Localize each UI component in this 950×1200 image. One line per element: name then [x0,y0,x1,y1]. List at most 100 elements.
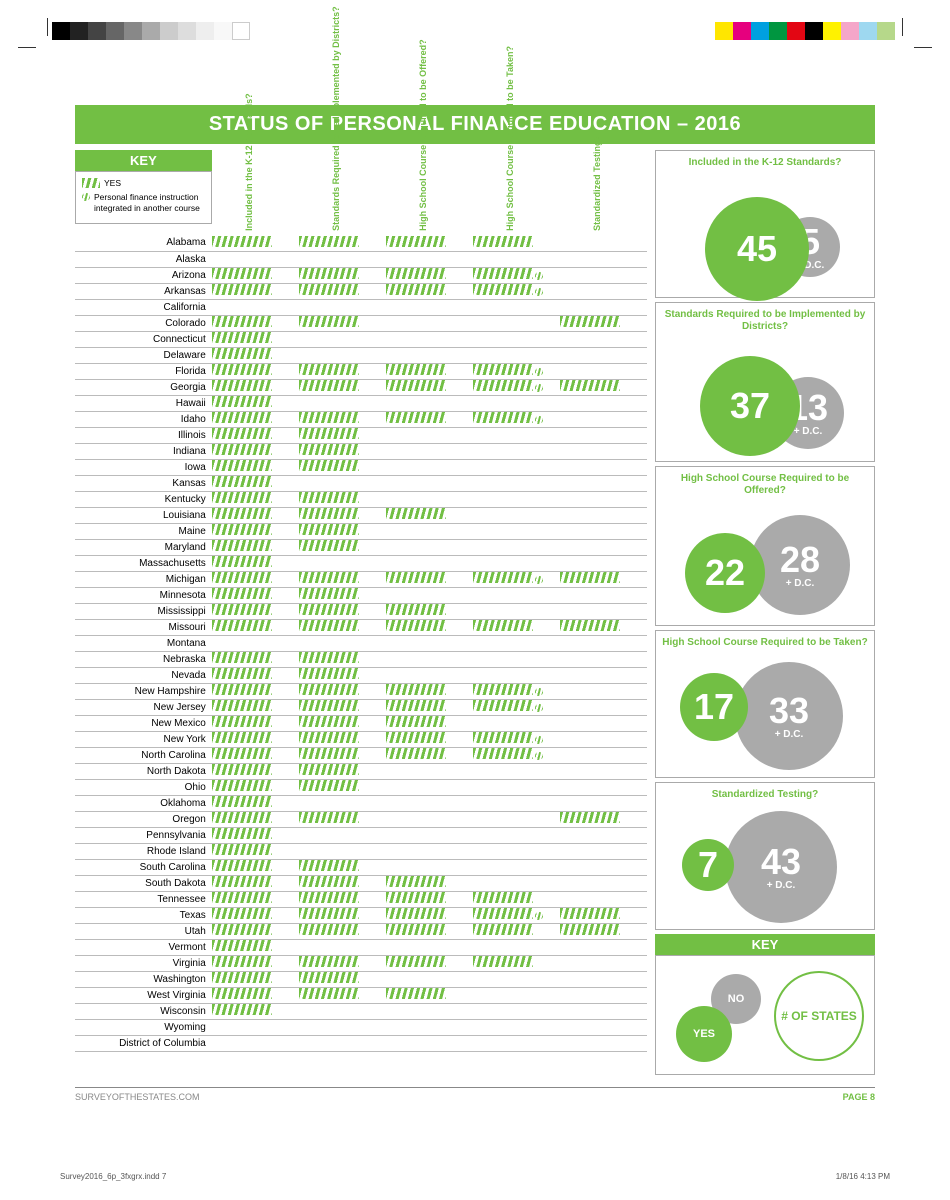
stats-sidebar: Included in the K-12 Standards?5+ D.C.45… [655,150,875,1075]
stat-question: Standardized Testing? [660,789,870,801]
yes-hatch-icon [212,396,272,407]
state-name: Missouri [75,619,212,635]
key-yes-label: YES [104,178,121,189]
data-cell [560,859,647,875]
yes-count: 45 [737,231,777,267]
table-row: Kansas [75,475,647,491]
state-name: California [75,299,212,315]
yes-hatch-icon [212,476,272,487]
data-cell [299,651,386,667]
yes-hatch-icon [299,268,359,279]
data-cell [473,859,560,875]
data-cell [386,651,473,667]
table-row: Utah [75,923,647,939]
yes-hatch-icon [299,716,359,727]
table-row: Colorado [75,315,647,331]
data-cell [299,1019,386,1035]
data-cell [560,331,647,347]
yes-hatch-icon [386,684,446,695]
yes-hatch-icon [386,700,446,711]
page-container: STATUS OF PERSONAL FINANCE EDUCATION – 2… [55,55,895,1122]
no-count: 28 [780,542,820,578]
table-row: Mississippi [75,603,647,619]
data-cell [473,427,560,443]
data-cell [212,539,299,555]
data-cell [473,1003,560,1019]
data-cell [386,475,473,491]
data-cell [386,427,473,443]
data-cell [299,939,386,955]
crop-mark [914,47,932,48]
data-cell [473,891,560,907]
data-cell [386,843,473,859]
yes-hatch-icon [212,284,272,295]
data-cell [560,459,647,475]
table-row: Texas [75,907,647,923]
yes-hatch-icon [299,604,359,615]
data-cell [386,235,473,251]
data-cell [212,379,299,395]
data-cell [212,939,299,955]
data-cell [299,459,386,475]
yes-hatch-icon [212,620,272,631]
no-count: 43 [761,844,801,880]
data-cell [299,779,386,795]
data-cell [386,491,473,507]
yes-circle: 37 [700,356,800,456]
data-cell [473,603,560,619]
yes-hatch-icon [386,748,446,759]
state-name: Delaware [75,347,212,363]
data-cell [212,779,299,795]
state-name: Ohio [75,779,212,795]
yes-hatch-icon [473,236,533,247]
yes-hatch-icon [212,236,272,247]
yes-hatch-icon [212,684,272,695]
yes-hatch-icon [212,876,272,887]
yes-hatch-icon [386,284,446,295]
data-cell [299,699,386,715]
yes-hatch-icon [299,812,359,823]
yes-hatch-icon [212,972,272,983]
yes-hatch-icon [299,860,359,871]
state-name: Connecticut [75,331,212,347]
state-name: Colorado [75,315,212,331]
data-cell [212,491,299,507]
state-name: Kansas [75,475,212,491]
table-row: Louisiana [75,507,647,523]
data-cell [212,299,299,315]
table-row: Arizona [75,267,647,283]
data-cell [560,779,647,795]
integrated-dot-icon [535,736,543,744]
state-name: Alabama [75,235,212,251]
data-cell [560,827,647,843]
data-cell [212,651,299,667]
data-cell [299,539,386,555]
yes-hatch-icon [212,940,272,951]
state-name: Montana [75,635,212,651]
state-name: Alaska [75,251,212,267]
yes-hatch-icon [560,908,620,919]
yes-hatch-icon [212,716,272,727]
data-cell [473,907,560,923]
no-count: 33 [769,693,809,729]
yes-hatch-icon [299,764,359,775]
yes-hatch-icon [299,668,359,679]
state-name: South Dakota [75,875,212,891]
data-cell [386,555,473,571]
data-cell [299,251,386,267]
data-cell [299,299,386,315]
yes-hatch-icon [560,620,620,631]
count-key-circle: # OF STATES [774,971,864,1061]
data-cell [473,667,560,683]
data-cell [299,987,386,1003]
yes-hatch-icon [386,716,446,727]
yes-hatch-icon [212,428,272,439]
data-cell [560,603,647,619]
yes-hatch-icon [299,364,359,375]
data-cell [299,843,386,859]
yes-hatch-icon [386,236,446,247]
stat-question: High School Course Required to be Offere… [660,473,870,497]
yes-hatch-icon [299,380,359,391]
yes-count: 17 [694,689,734,725]
data-cell [560,923,647,939]
